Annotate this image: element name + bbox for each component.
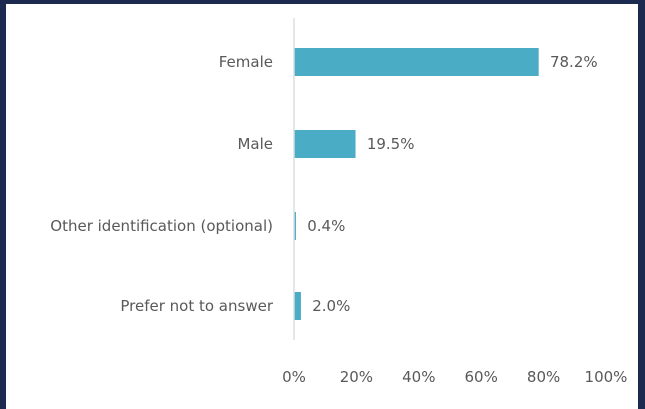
bar (294, 48, 539, 76)
x-tick-label: 40% (402, 368, 435, 386)
x-tick-label: 0% (282, 368, 306, 386)
bar (294, 292, 301, 320)
bars-layer (294, 48, 539, 320)
x-tick-label: 100% (585, 368, 628, 386)
bar (294, 212, 296, 240)
value-label: 78.2% (550, 53, 598, 71)
bar (294, 130, 356, 158)
x-tick-label: 80% (527, 368, 560, 386)
value-labels: 78.2% 19.5% 0.4% 2.0% (307, 53, 597, 315)
x-tick-label: 20% (340, 368, 373, 386)
category-label: Other identification (optional) (50, 217, 273, 235)
category-label: Male (237, 135, 273, 153)
category-label: Prefer not to answer (120, 297, 273, 315)
value-label: 2.0% (312, 297, 350, 315)
x-axis-tick-labels: 0% 20% 40% 60% 80% 100% (282, 368, 627, 386)
x-tick-label: 60% (465, 368, 498, 386)
category-label: Female (219, 53, 273, 71)
value-label: 0.4% (307, 217, 345, 235)
value-label: 19.5% (367, 135, 415, 153)
category-labels: Female Male Other identification (optional… (50, 53, 274, 315)
